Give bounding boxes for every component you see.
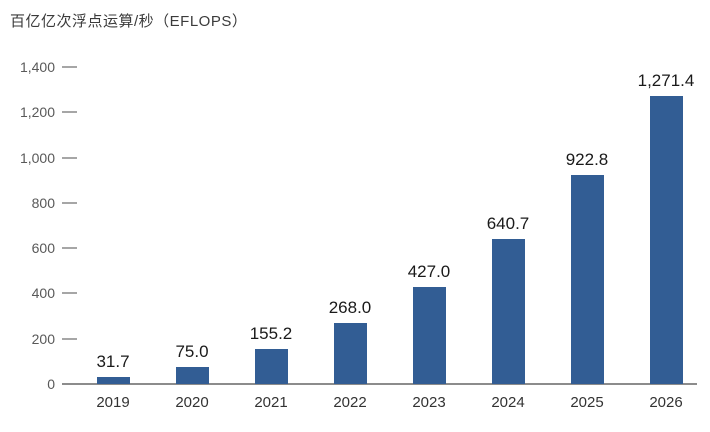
bar — [491, 238, 525, 384]
bar-value-label: 31.7 — [96, 351, 130, 371]
bar-value-label: 922.8 — [565, 150, 609, 170]
y-axis-label: 1,000 — [19, 149, 55, 166]
bar — [96, 376, 130, 384]
y-tick-mark — [62, 247, 77, 250]
bar — [570, 175, 604, 384]
y-axis-label: 800 — [31, 194, 55, 211]
x-axis-label: 2024 — [491, 394, 525, 411]
bar-value-label: 640.7 — [486, 213, 530, 233]
y-axis-label: 1,400 — [19, 59, 55, 75]
x-axis-label: 2020 — [175, 394, 209, 411]
bar — [333, 323, 367, 384]
x-axis-label: 2025 — [570, 394, 604, 411]
y-tick-mark — [62, 337, 77, 340]
x-axis-label: 2021 — [254, 394, 288, 411]
y-tick-mark — [62, 292, 77, 295]
bar — [649, 96, 683, 384]
x-axis-label: 2023 — [412, 394, 446, 411]
bar-value-label: 427.0 — [407, 262, 451, 282]
bar-value-label: 1,271.4 — [637, 71, 695, 91]
bar-value-label: 155.2 — [249, 323, 293, 343]
y-axis-label: 1,200 — [19, 104, 55, 121]
bar-value-label: 75.0 — [175, 342, 209, 362]
y-axis-label: 600 — [31, 240, 55, 257]
chart-title: 百亿亿次浮点运算/秒（EFLOPS） — [10, 13, 248, 30]
y-axis-label: 0 — [47, 376, 55, 392]
x-axis-label: 2019 — [96, 394, 130, 411]
x-axis-label: 2026 — [649, 394, 683, 411]
y-tick-mark — [62, 111, 77, 114]
x-axis-label: 2022 — [333, 394, 367, 411]
bar — [412, 287, 446, 384]
bar — [175, 367, 209, 384]
y-axis-label: 200 — [31, 330, 55, 347]
bar-value-label: 268.0 — [328, 298, 372, 318]
y-tick-mark — [62, 201, 77, 204]
y-tick-mark — [62, 156, 77, 159]
y-axis-label: 400 — [31, 285, 55, 302]
bar — [254, 348, 288, 384]
y-tick-mark — [62, 66, 77, 68]
x-axis-line — [62, 383, 697, 385]
